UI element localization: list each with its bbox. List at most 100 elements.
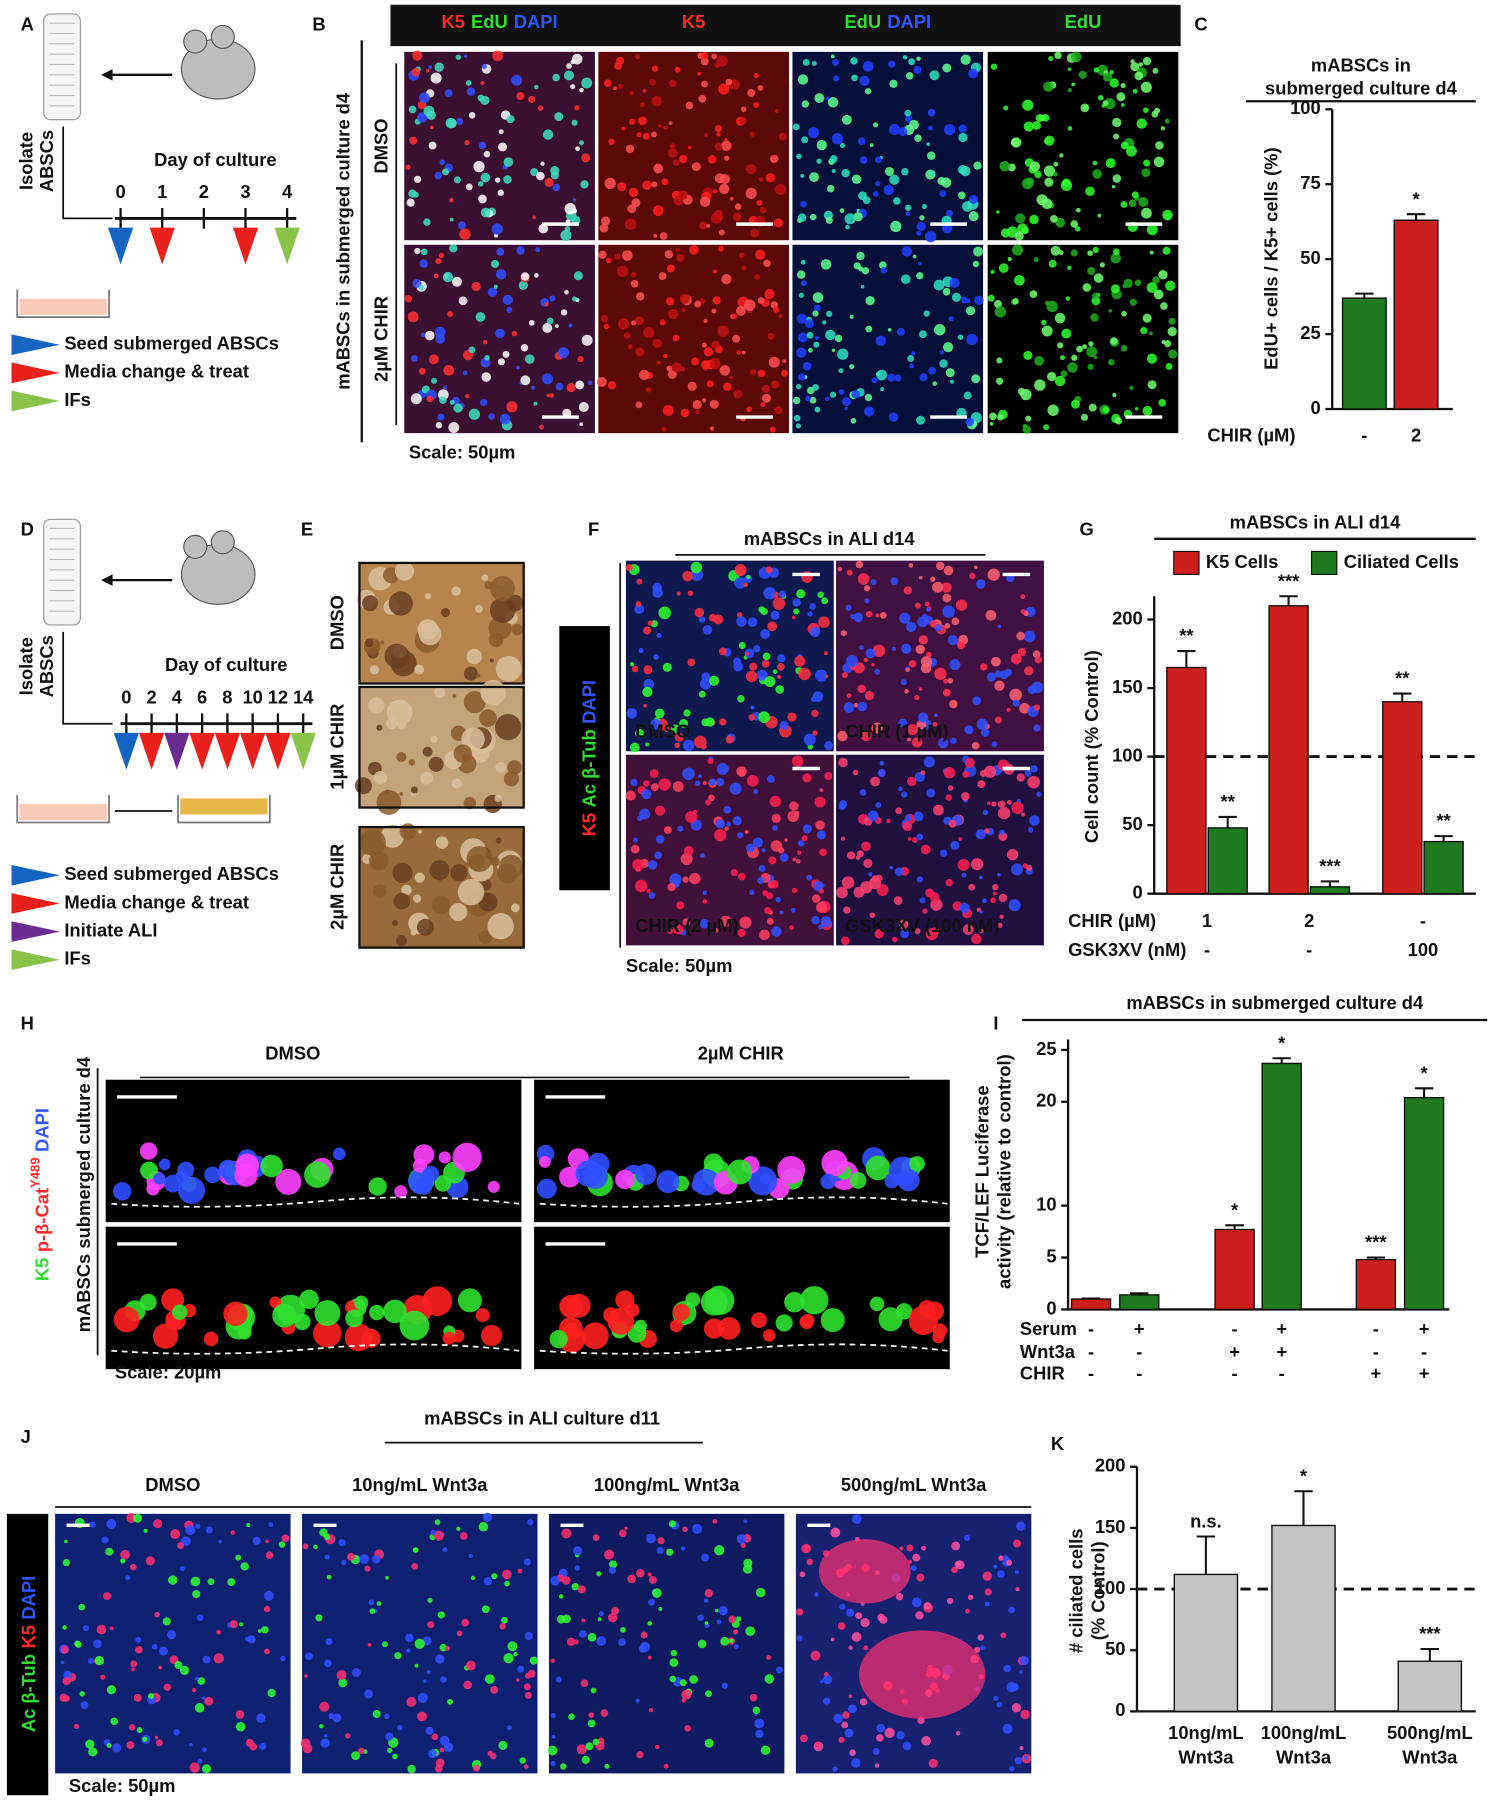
cell: [943, 565, 954, 576]
cell: [698, 774, 702, 779]
cell: [443, 364, 455, 376]
cell: [968, 68, 978, 79]
cell: [345, 1733, 351, 1739]
cell: [518, 280, 529, 290]
cell: [596, 377, 607, 387]
stain-part: DAPI: [32, 1108, 53, 1152]
cell: [909, 119, 919, 130]
cell: [652, 1588, 662, 1598]
cell: [280, 1655, 286, 1662]
cell: [406, 198, 415, 207]
cell: [926, 142, 931, 146]
cell: [884, 1727, 895, 1738]
trachea: [43, 13, 81, 121]
cell: [951, 617, 960, 626]
cell: [625, 790, 636, 801]
cell: [674, 732, 684, 742]
cell: [560, 309, 568, 316]
cell: [844, 406, 848, 411]
cell: [841, 1721, 849, 1729]
cell: [691, 162, 701, 172]
cell: [531, 385, 536, 390]
cell: [494, 177, 501, 183]
cell: [555, 1676, 562, 1683]
cell: [734, 577, 746, 589]
cell: [657, 124, 662, 128]
cell: [1111, 184, 1116, 189]
cell: [281, 1534, 290, 1543]
cell: [159, 1646, 168, 1656]
cell: [772, 306, 780, 313]
cell: [656, 633, 662, 638]
cell: [490, 259, 500, 269]
cell: [1010, 863, 1023, 876]
cell: [267, 1688, 276, 1698]
cell: [643, 703, 647, 708]
cell: [931, 927, 940, 936]
cell: [753, 788, 759, 794]
cell: [945, 368, 955, 378]
cell: [581, 77, 593, 89]
cell: [749, 369, 757, 376]
cell: [765, 566, 773, 574]
cell: [504, 1580, 510, 1587]
cell: [851, 1632, 862, 1642]
panel-letter: F: [588, 519, 599, 540]
cell: [547, 1745, 558, 1756]
cell: [305, 1652, 313, 1661]
day-label: Day of culture: [165, 654, 287, 675]
cell: [566, 63, 572, 69]
cell: [481, 63, 487, 70]
cell: [672, 159, 680, 167]
cell: [1087, 266, 1096, 276]
cell: [424, 330, 435, 341]
cell: [678, 154, 688, 164]
cell: [911, 351, 916, 356]
cell: [826, 310, 833, 318]
cell: [1120, 83, 1126, 89]
cell: [798, 839, 805, 847]
cell: [1162, 246, 1171, 255]
cell: [720, 915, 732, 928]
cell: [625, 144, 635, 154]
cell: [913, 811, 924, 822]
cell: [806, 1558, 813, 1565]
cell: [163, 1683, 172, 1692]
cell: [655, 835, 665, 844]
cell: [918, 575, 923, 580]
cell: [865, 325, 873, 333]
cell: [999, 829, 1005, 836]
cell: [506, 401, 518, 413]
row-label: 2µM CHIR: [327, 844, 348, 930]
cell: [704, 1285, 735, 1316]
cell: [918, 687, 923, 691]
cell: [697, 1639, 707, 1649]
cell: [319, 1701, 330, 1712]
cell: [338, 1539, 346, 1547]
row-value: -: [1136, 1341, 1142, 1362]
cell: [653, 163, 663, 174]
significance: ***: [1419, 1623, 1441, 1644]
cell: [864, 393, 873, 402]
legend-marker: [11, 334, 60, 356]
cell: [774, 406, 783, 415]
cell: [689, 1675, 698, 1684]
cell: [235, 1554, 242, 1561]
cell: [1152, 67, 1159, 74]
cell: [907, 724, 919, 735]
cell: [796, 1635, 803, 1642]
cell: [708, 794, 715, 802]
cell: [640, 1631, 648, 1639]
cell: [793, 414, 801, 422]
cell: [556, 1615, 566, 1624]
cell: [929, 170, 936, 176]
cell: [778, 590, 786, 598]
mouse-ear: [210, 24, 235, 49]
cell: [733, 662, 743, 672]
cell: [133, 1513, 143, 1523]
row-label: CHIR (µM): [1207, 424, 1295, 445]
cell: [406, 1697, 417, 1707]
cell: [1003, 105, 1009, 111]
cell: [1160, 126, 1166, 131]
cell: [820, 259, 832, 270]
